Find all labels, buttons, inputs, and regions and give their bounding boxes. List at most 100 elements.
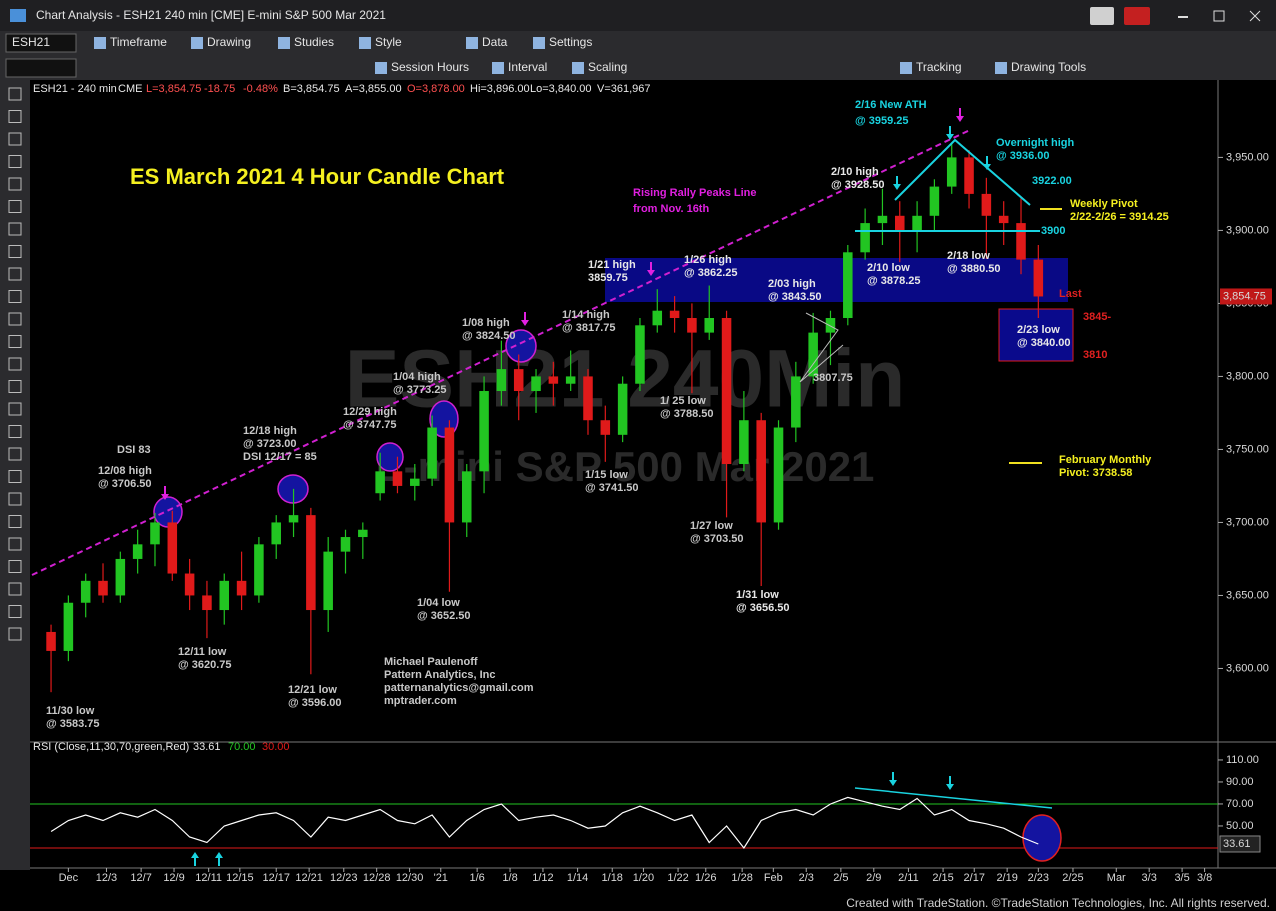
annotation: 1/ 25 low (660, 395, 706, 407)
toolbar-button[interactable]: Scaling (588, 60, 627, 74)
candle-body (375, 471, 385, 494)
tool-icon[interactable] (8, 515, 22, 528)
tool-icon[interactable] (8, 267, 22, 281)
candle-body (46, 631, 56, 651)
candle-body (184, 573, 195, 596)
maximize-button[interactable] (1213, 10, 1225, 22)
tool-icon[interactable] (8, 582, 22, 596)
annotation: Last (1059, 288, 1082, 300)
tool-icon[interactable] (8, 110, 22, 123)
last-price-label: 3,854.75 (1223, 290, 1266, 302)
tool-icon[interactable] (8, 290, 22, 303)
annotation: @ 3773.25 (393, 384, 447, 396)
annotation: 1/04 low (417, 597, 460, 609)
candle-body (998, 215, 1009, 224)
tool-icon[interactable] (8, 245, 22, 258)
candle-body (288, 515, 299, 523)
annotation: @ 3747.75 (343, 419, 397, 431)
tool-icon[interactable] (8, 335, 22, 348)
annotation: DSI 83 (117, 444, 151, 456)
minimize-button[interactable] (1178, 16, 1188, 18)
x-tick-label: 12/23 (330, 872, 358, 884)
candle-body (427, 427, 437, 479)
tool-icon[interactable] (8, 200, 22, 213)
tool-icon[interactable] (8, 177, 22, 191)
annotation: @ 3596.00 (288, 697, 342, 709)
toolbar-button[interactable]: Studies (294, 35, 334, 49)
toolbar-button[interactable]: Data (482, 35, 508, 49)
status-item: B=3,854.75 (283, 83, 340, 95)
tool-icon[interactable] (8, 357, 22, 371)
tool-icon[interactable] (8, 492, 22, 506)
candle-body (115, 558, 126, 596)
color-button[interactable] (1124, 7, 1150, 25)
x-tick-label: 12/9 (163, 872, 184, 884)
toolbar-button[interactable]: Drawing (207, 35, 251, 49)
tool-icon[interactable] (8, 425, 22, 438)
tool-icon[interactable] (8, 605, 22, 618)
annotation: @ 3723.00 (243, 438, 297, 450)
window-title: Chart Analysis - ESH21 240 min [CME] E-m… (36, 8, 386, 22)
candle-body (704, 318, 715, 333)
annotation: 2/16 New ATH (855, 99, 927, 111)
annotation: @ 3840.00 (1017, 337, 1071, 349)
tool-icon[interactable] (8, 627, 22, 641)
interval-box[interactable] (5, 58, 77, 78)
toolbar-icon (375, 62, 387, 74)
annotation: 1/26 high (684, 254, 732, 266)
toolbar-button[interactable]: Timeframe (110, 35, 167, 49)
candle-body (860, 223, 870, 253)
status-item: O=3,878.00 (407, 83, 465, 95)
close-button[interactable] (1249, 10, 1261, 22)
tool-icon[interactable] (8, 312, 22, 326)
toolbar-button[interactable]: Style (375, 35, 402, 49)
toolbar-button[interactable]: Interval (508, 60, 547, 74)
annotation: @ 3824.50 (462, 330, 516, 342)
symbol-box[interactable] (5, 33, 77, 53)
status-item: Hi=3,896.00 (470, 83, 530, 95)
y-tick-label: 3,700.00 (1226, 516, 1269, 528)
x-tick-label: 12/3 (96, 872, 117, 884)
link-button[interactable] (1090, 7, 1114, 25)
resistance-zone (605, 258, 1068, 302)
annotation: 3807.75 (813, 372, 853, 384)
candle-body (687, 318, 697, 333)
y-tick-label: 3,650.00 (1226, 589, 1269, 601)
symbol[interactable]: ESH21 (12, 35, 50, 49)
annotation: 2/23 low (1017, 324, 1060, 336)
toolbar-button[interactable]: Settings (549, 35, 592, 49)
x-tick-label: 2/5 (833, 872, 848, 884)
tool-icon[interactable] (8, 155, 22, 168)
tool-icon[interactable] (8, 537, 22, 551)
candle-body (895, 215, 905, 231)
annotation: @ 3656.50 (736, 602, 790, 614)
rsi-last-box (1219, 835, 1261, 853)
tool-icon[interactable] (8, 560, 22, 573)
tool-icon[interactable] (8, 222, 22, 236)
toolbar-button[interactable]: Drawing Tools (1011, 60, 1086, 74)
candle-body (323, 551, 333, 611)
candle-body (167, 522, 178, 574)
annotation: @ 3862.25 (684, 267, 738, 279)
tool-icon[interactable] (8, 402, 22, 416)
toolbar-button[interactable]: Tracking (916, 60, 962, 74)
tool-icon[interactable] (8, 87, 22, 101)
annotation: 2/10 high (831, 166, 879, 178)
x-tick-label: 1/28 (731, 872, 752, 884)
candle-body (80, 580, 91, 603)
title-bar (0, 0, 1276, 31)
candle-body (63, 602, 74, 651)
candle-body (496, 369, 507, 392)
toolbar-icon (492, 62, 504, 74)
candle-body (756, 420, 766, 523)
tool-icon[interactable] (8, 380, 22, 393)
toolbar-button[interactable]: Session Hours (391, 60, 469, 74)
annotation: February Monthly (1059, 454, 1152, 466)
annotation: 1/08 high (462, 317, 510, 329)
tool-icon[interactable] (8, 470, 22, 483)
candle-body (981, 193, 992, 216)
candle-body (236, 580, 247, 596)
tool-icon[interactable] (8, 132, 22, 146)
tool-icon[interactable] (8, 447, 22, 461)
